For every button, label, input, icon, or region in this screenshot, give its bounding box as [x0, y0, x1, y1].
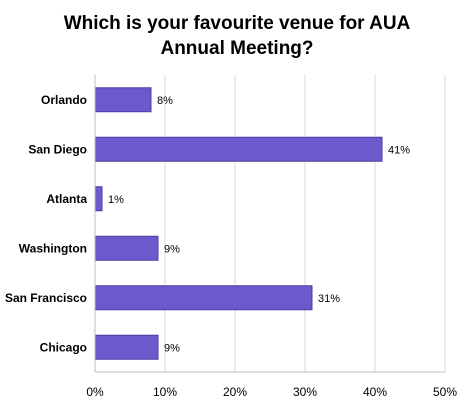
data-label: 1% — [108, 194, 124, 206]
chart-title-line-2: Annual Meeting? — [160, 38, 313, 59]
category-label: Chicago — [40, 340, 87, 354]
x-tick-label: 10% — [153, 385, 177, 399]
bar — [94, 235, 159, 261]
x-axis: 0% 10% 20% 30% 40% 50% — [86, 75, 457, 399]
x-tick-label: 40% — [363, 385, 387, 399]
data-label: 9% — [164, 342, 180, 354]
chart-title-line-1: Which is your favourite venue for AUA — [64, 13, 411, 34]
bar — [94, 136, 383, 162]
category-label: Orlando — [41, 93, 87, 107]
bar — [94, 334, 159, 360]
grid-layer — [164, 75, 446, 372]
category-label: Atlanta — [46, 192, 87, 206]
category-label: Washington — [19, 241, 87, 255]
x-tick-label: 50% — [433, 385, 457, 399]
data-label: 9% — [164, 243, 180, 255]
x-tick-label: 20% — [223, 385, 247, 399]
bar — [94, 186, 103, 212]
data-label: 41% — [388, 144, 410, 156]
data-label: 31% — [318, 293, 340, 305]
bar — [94, 285, 313, 311]
labels-layer: Orlando 8% San Diego 41% Atlanta 1% Washington… — [5, 93, 410, 355]
category-label: San Diego — [28, 142, 87, 156]
bars-layer — [94, 87, 383, 360]
bar — [94, 87, 152, 113]
category-label: San Francisco — [5, 291, 87, 305]
x-tick-label: 0% — [86, 385, 104, 399]
data-label: 8% — [157, 95, 173, 107]
x-tick-label: 30% — [293, 385, 317, 399]
